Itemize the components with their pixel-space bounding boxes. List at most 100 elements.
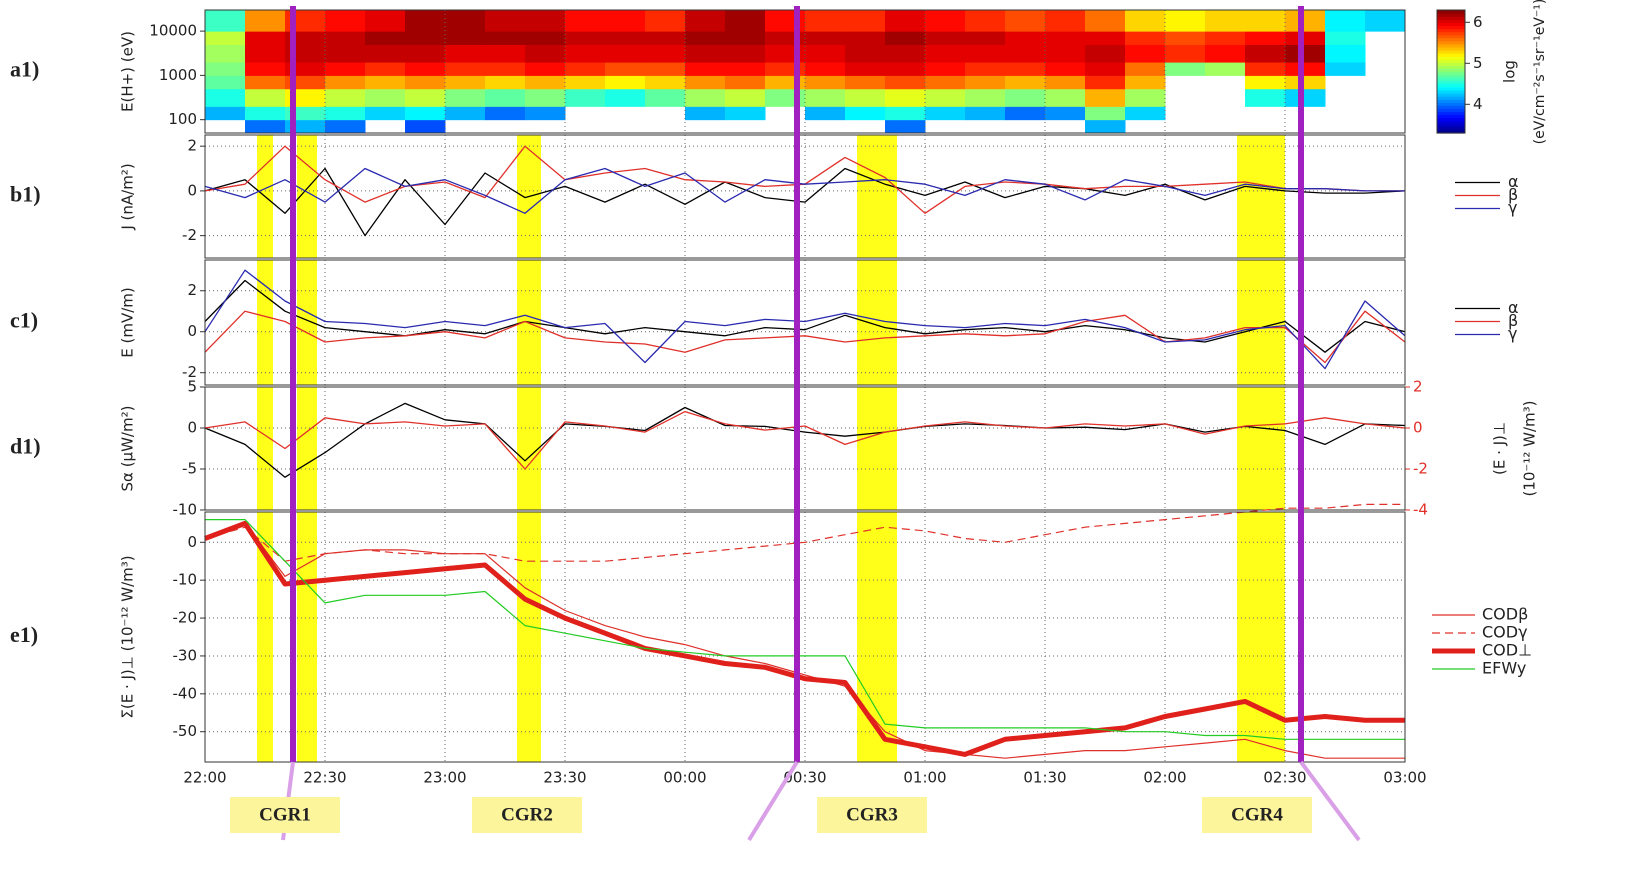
- marker-connector: [1299, 760, 1361, 842]
- colorbar-step: [1437, 129, 1465, 134]
- heat-cell: [205, 88, 246, 107]
- colorbar-step: [1437, 77, 1465, 82]
- heat-cell: [405, 88, 446, 107]
- colorbar-step: [1437, 34, 1465, 39]
- colorbar-step: [1437, 37, 1465, 42]
- marker-connector: [747, 760, 799, 842]
- heat-cell: [405, 106, 446, 121]
- heat-cell: [365, 62, 406, 76]
- y-axis-label: Σ(E · J)⊥ (10⁻¹² W/m³): [119, 555, 137, 718]
- colorbar-step: [1437, 28, 1465, 33]
- heat-cell: [805, 44, 846, 63]
- heat-cell: [405, 44, 446, 63]
- x-tick-label: 00:00: [663, 769, 706, 787]
- colorbar-step: [1437, 65, 1465, 70]
- panel-label: d1): [10, 434, 41, 459]
- heat-cell: [245, 119, 286, 134]
- colorbar-step: [1437, 96, 1465, 100]
- y-tick-label: -5: [182, 460, 197, 478]
- highlight-band: [297, 135, 317, 258]
- y-tick-label: -30: [173, 646, 198, 664]
- heat-cell: [1325, 31, 1366, 45]
- legend-label: β: [1508, 185, 1518, 204]
- heat-cell: [1085, 106, 1126, 121]
- colorbar-step: [1437, 74, 1465, 79]
- heat-cell: [365, 88, 406, 107]
- colorbar-step: [1437, 71, 1465, 76]
- colorbar-step: [1437, 31, 1465, 36]
- colorbar-step: [1437, 25, 1465, 30]
- heat-cell: [885, 31, 926, 45]
- heat-cell: [1085, 119, 1126, 134]
- heat-cell: [1085, 10, 1126, 32]
- colorbar-step: [1437, 80, 1465, 85]
- highlight-band: [257, 260, 273, 385]
- y-tick-label: -2: [182, 363, 197, 381]
- region-label: CGR3: [846, 804, 898, 825]
- y-tick-label: 0: [187, 533, 197, 551]
- region-label: CGR4: [1231, 804, 1283, 825]
- heat-cell: [245, 75, 286, 90]
- heat-cell: [605, 44, 646, 63]
- heat-cell: [445, 75, 486, 90]
- heat-cell: [485, 75, 526, 90]
- colorbar-tick-label: 5: [1473, 54, 1483, 72]
- colorbar-step: [1437, 111, 1465, 116]
- y2-tick-label: 2: [1413, 378, 1423, 396]
- heat-cell: [1005, 44, 1046, 63]
- colorbar-step: [1437, 105, 1465, 109]
- y-tick-label: 0: [187, 181, 197, 199]
- heat-cell: [725, 106, 766, 121]
- heat-cell: [365, 106, 406, 121]
- colorbar-step: [1437, 114, 1465, 119]
- heat-cell: [1165, 44, 1206, 63]
- heat-cell: [445, 44, 486, 63]
- heat-cell: [565, 62, 606, 76]
- heat-cell: [1085, 62, 1126, 76]
- legend-label: CODβ: [1482, 605, 1528, 624]
- heat-cell: [805, 62, 846, 76]
- heat-cell: [1325, 44, 1366, 63]
- heat-cell: [1125, 75, 1166, 90]
- heat-cell: [1125, 31, 1166, 45]
- highlight-band: [297, 387, 317, 510]
- x-tick-label: 23:00: [423, 769, 466, 787]
- highlight-band: [1237, 260, 1285, 385]
- heat-cell: [245, 10, 286, 32]
- heat-cell: [1205, 62, 1246, 76]
- heat-cell: [205, 106, 246, 121]
- heat-cell: [1085, 88, 1126, 107]
- heat-cell: [1245, 88, 1286, 107]
- colorbar-tick-label: 4: [1473, 95, 1483, 113]
- heat-cell: [245, 31, 286, 45]
- heat-cell: [485, 62, 526, 76]
- heat-cell: [365, 31, 406, 45]
- heat-cell: [205, 44, 246, 63]
- series-line: [204, 520, 1405, 757]
- heat-cell: [925, 31, 966, 45]
- y-axis-label: J (nA/m²): [119, 163, 137, 230]
- panel-label: e1): [10, 622, 38, 647]
- heat-cell: [325, 10, 366, 32]
- heat-cell: [1245, 75, 1286, 90]
- heat-cell: [485, 10, 526, 32]
- heat-cell: [365, 44, 406, 63]
- heat-cell: [885, 44, 926, 63]
- heat-cell: [325, 119, 366, 134]
- y-tick-label: 0: [187, 322, 197, 340]
- y-axis-label: E(H+) (eV): [119, 31, 137, 112]
- heat-cell: [925, 44, 966, 63]
- heat-cell: [685, 62, 726, 76]
- x-tick-label: 22:30: [303, 769, 346, 787]
- highlight-band: [517, 387, 541, 510]
- heat-cell: [1285, 88, 1326, 107]
- heat-cell: [1245, 10, 1286, 32]
- heat-cell: [245, 106, 286, 121]
- colorbar-step: [1437, 68, 1465, 73]
- colorbar-tick-label: 6: [1473, 13, 1483, 31]
- y-tick-label: 1000: [159, 66, 197, 84]
- y-tick-label: 100: [168, 110, 197, 128]
- heat-cell: [1045, 88, 1086, 107]
- region-box: [472, 797, 582, 833]
- heat-cell: [885, 106, 926, 121]
